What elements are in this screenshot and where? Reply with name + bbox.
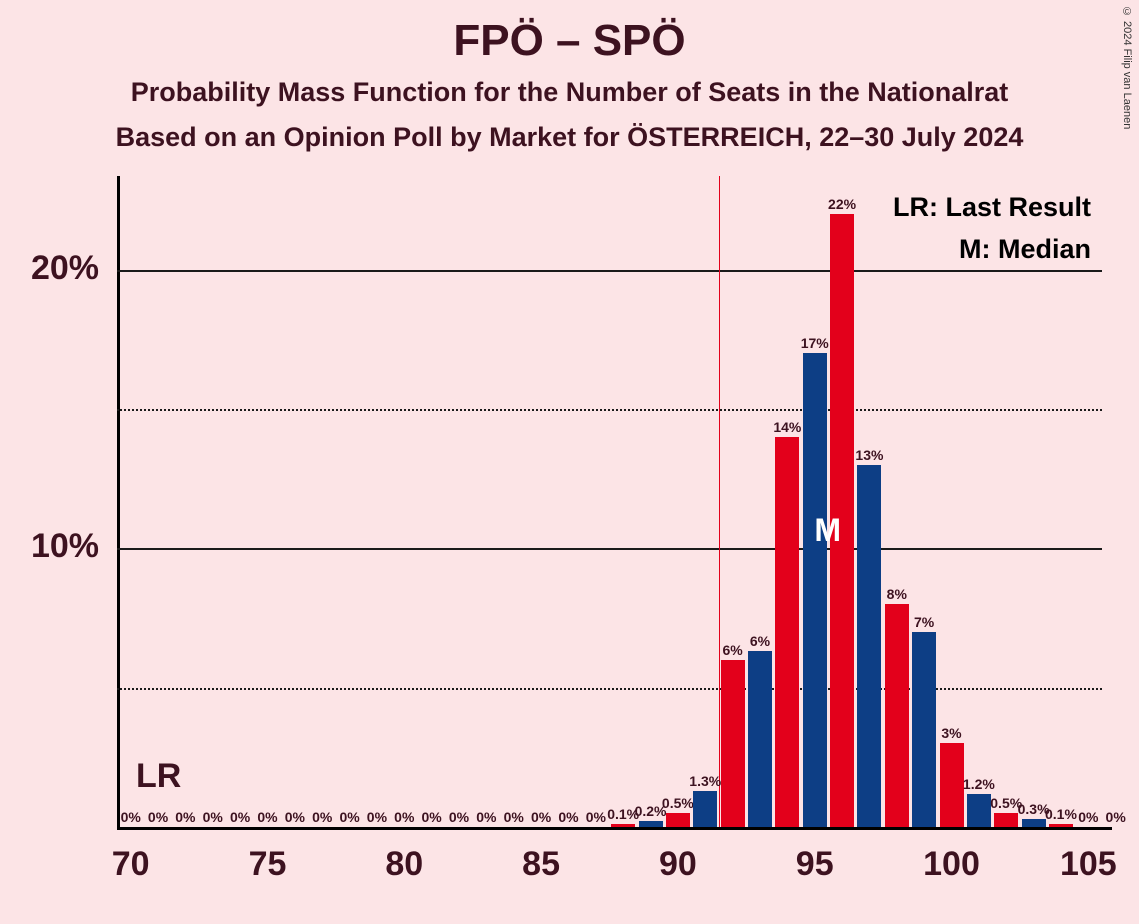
- x-tick-label: 90: [638, 845, 718, 884]
- bar-label: 1.3%: [685, 773, 725, 789]
- plot-area: 10%20%0%0%0%0%0%0%0%0%0%0%0%0%0%0%0%0%0%…: [117, 186, 1102, 827]
- bar-label: 22%: [822, 196, 862, 212]
- gridline: [117, 548, 1102, 550]
- bar: [775, 437, 799, 827]
- x-tick-label: 70: [91, 845, 171, 884]
- chart-title: FPÖ – SPÖ: [0, 16, 1139, 66]
- y-tick-label: 10%: [0, 527, 99, 566]
- copyright: © 2024 Filip van Laenen: [1121, 6, 1133, 129]
- x-tick-label: 105: [1048, 845, 1128, 884]
- chart-subtitle-2: Based on an Opinion Poll by Market for Ö…: [0, 122, 1139, 153]
- bar-label: 0%: [1096, 809, 1136, 825]
- bar-label: 14%: [767, 419, 807, 435]
- bar-label: 0.5%: [658, 795, 698, 811]
- x-tick-label: 75: [227, 845, 307, 884]
- x-tick-label: 85: [501, 845, 581, 884]
- chart-subtitle-1: Probability Mass Function for the Number…: [0, 77, 1139, 108]
- bar-label: 6%: [740, 633, 780, 649]
- lr-marker: LR: [136, 757, 181, 796]
- bar: [803, 353, 827, 827]
- bar-label: 7%: [904, 614, 944, 630]
- x-tick-label: 80: [364, 845, 444, 884]
- bar-label: 8%: [877, 586, 917, 602]
- bar-label: 13%: [849, 447, 889, 463]
- bar: [885, 604, 909, 827]
- legend-lr: LR: Last Result: [893, 192, 1091, 223]
- bar-label: 3%: [932, 725, 972, 741]
- bar: [721, 660, 745, 827]
- y-axis: [117, 176, 120, 827]
- x-axis: [117, 827, 1112, 830]
- bar-label: 17%: [795, 335, 835, 351]
- gridline-minor: [117, 688, 1102, 690]
- bar: [748, 651, 772, 827]
- median-marker: M: [814, 512, 841, 549]
- x-tick-label: 100: [912, 845, 992, 884]
- gridline-minor: [117, 409, 1102, 411]
- bar: [857, 465, 881, 827]
- y-tick-label: 20%: [0, 249, 99, 288]
- x-tick-label: 95: [775, 845, 855, 884]
- bar: [639, 821, 663, 827]
- bar: [693, 791, 717, 827]
- legend-m: M: Median: [959, 234, 1091, 265]
- bar: [666, 813, 690, 827]
- bar: [611, 824, 635, 827]
- bar-label: 1.2%: [959, 776, 999, 792]
- gridline: [117, 270, 1102, 272]
